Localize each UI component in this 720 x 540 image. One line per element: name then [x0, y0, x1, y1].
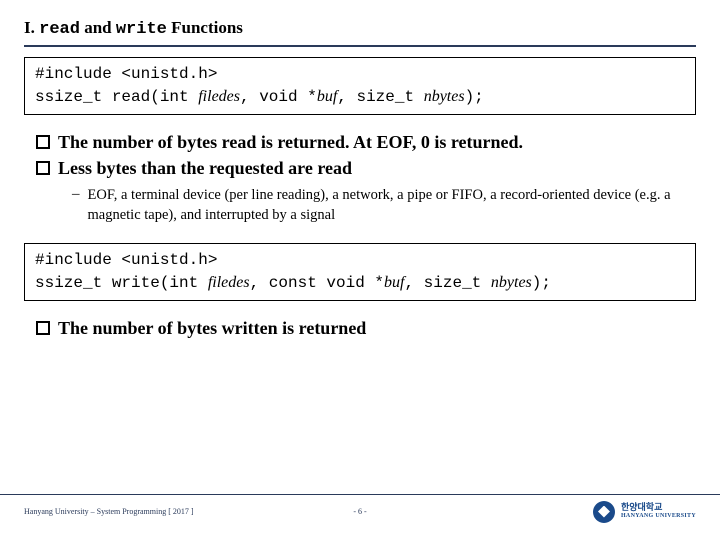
title-suffix: Functions: [167, 18, 243, 37]
slide-title-row: I. read and write Functions: [24, 18, 696, 47]
university-name: 한양대학교 HANYANG UNIVERSITY: [621, 503, 696, 519]
title-mono-write: write: [116, 20, 167, 39]
dash-icon: –: [72, 186, 80, 203]
code2-seg-d: buf: [384, 274, 404, 291]
footer-right: 한양대학교 HANYANG UNIVERSITY: [593, 501, 696, 523]
footer-page-number: - 6 -: [353, 507, 366, 516]
code1-seg-c: , void *: [240, 88, 317, 106]
square-bullet-icon: [36, 321, 50, 335]
bullet-item: The number of bytes read is returned. At…: [36, 131, 696, 154]
code1-seg-a: ssize_t read(int: [35, 88, 198, 106]
square-bullet-icon: [36, 135, 50, 149]
code2-seg-e: , size_t: [404, 274, 490, 292]
code-box-read: #include <unistd.h> ssize_t read(int fil…: [24, 57, 696, 115]
bullet-item: Less bytes than the requested are read: [36, 157, 696, 180]
code1-seg-b: filedes: [198, 88, 240, 105]
slide-page: I. read and write Functions #include <un…: [0, 0, 720, 540]
title-mono-read: read: [39, 20, 80, 39]
bullet-item: The number of bytes written is returned: [36, 317, 696, 340]
slide-title: I. read and write Functions: [24, 18, 243, 37]
code2-seg-b: filedes: [208, 274, 250, 291]
code2-seg-f: nbytes: [491, 274, 532, 291]
university-name-ko: 한양대학교: [621, 502, 662, 512]
university-logo-icon: [593, 501, 615, 523]
code2-line1: #include <unistd.h>: [35, 250, 685, 272]
bullet-text: Less bytes than the requested are read: [58, 157, 352, 180]
code1-seg-g: );: [465, 88, 484, 106]
code1-line2: ssize_t read(int filedes, void *buf, siz…: [35, 86, 685, 109]
code1-seg-e: , size_t: [337, 88, 423, 106]
sub-bullet-text: EOF, a terminal device (per line reading…: [88, 186, 697, 225]
code1-seg-f: nbytes: [424, 88, 465, 105]
code-box-write: #include <unistd.h> ssize_t write(int fi…: [24, 243, 696, 301]
title-mid: and: [80, 18, 116, 37]
footer-left: Hanyang University – System Programming …: [24, 507, 194, 516]
square-bullet-icon: [36, 161, 50, 175]
sub-bullet-item: – EOF, a terminal device (per line readi…: [72, 186, 696, 225]
bullet-text: The number of bytes written is returned: [58, 317, 366, 340]
university-name-en: HANYANG UNIVERSITY: [621, 513, 696, 520]
bullet-group-1: The number of bytes read is returned. At…: [36, 131, 696, 180]
code2-seg-a: ssize_t write(int: [35, 274, 208, 292]
title-prefix: I.: [24, 18, 39, 37]
bullet-text: The number of bytes read is returned. At…: [58, 131, 523, 154]
bullet-group-2: The number of bytes written is returned: [36, 317, 696, 340]
code1-line1: #include <unistd.h>: [35, 64, 685, 86]
slide-footer: Hanyang University – System Programming …: [0, 494, 720, 528]
code2-seg-g: );: [532, 274, 551, 292]
code1-seg-d: buf: [317, 88, 337, 105]
code2-line2: ssize_t write(int filedes, const void *b…: [35, 272, 685, 295]
code2-seg-c: , const void *: [250, 274, 384, 292]
sub-bullet-group: – EOF, a terminal device (per line readi…: [72, 186, 696, 225]
